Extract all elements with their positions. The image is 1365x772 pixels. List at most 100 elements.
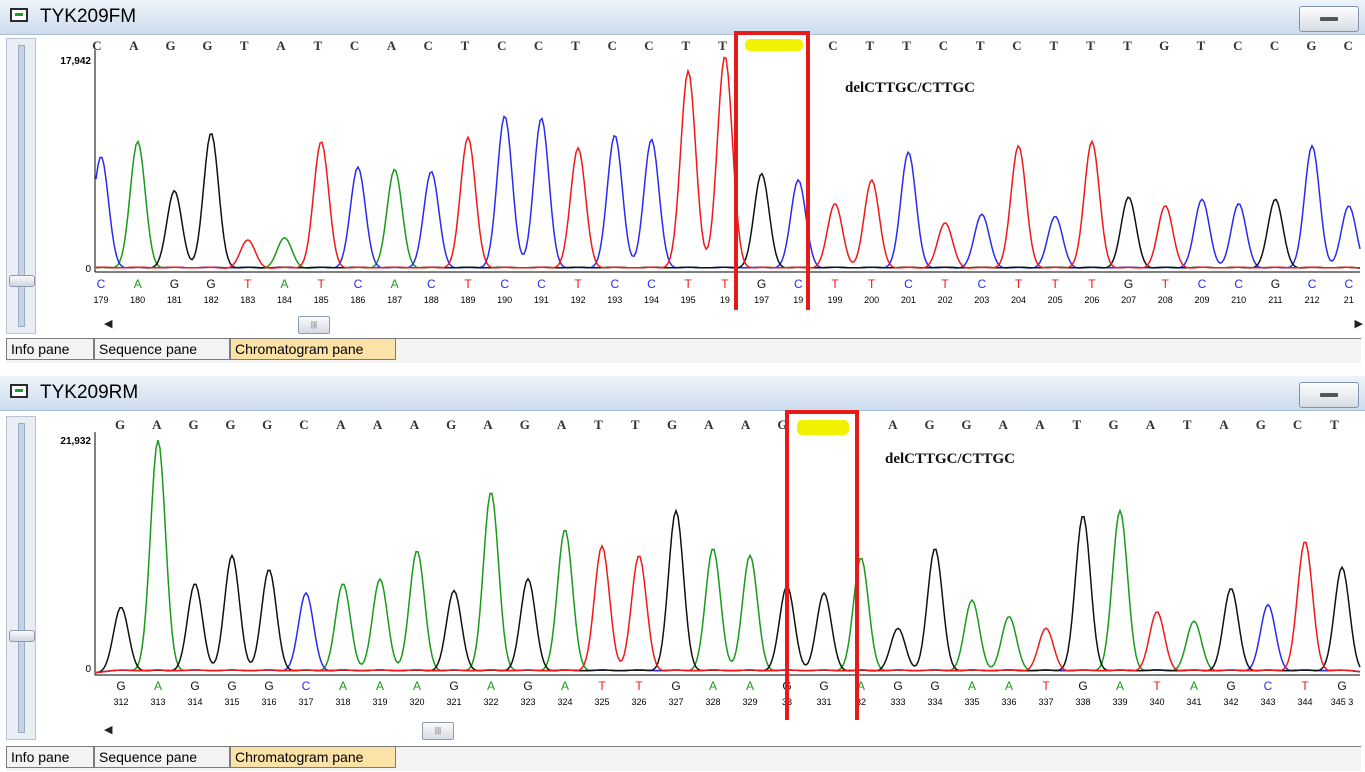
top-sequence-base: C xyxy=(1344,38,1353,53)
deletion-annotation: delCTTGC/CTTGC xyxy=(845,80,975,96)
window-title: TYK209RM xyxy=(40,382,139,403)
top-sequence-base: G xyxy=(1306,38,1316,53)
tab-sequence-pane[interactable]: Sequence pane xyxy=(94,339,230,360)
top-sequence-base: A xyxy=(373,417,383,432)
base-position: 209 xyxy=(1194,295,1209,305)
deletion-annotation: delCTTGC/CTTGC xyxy=(885,451,1015,467)
arrow-left-icon[interactable]: ◀ xyxy=(104,318,113,330)
base-call: T xyxy=(1015,277,1023,291)
base-call: T xyxy=(831,277,839,291)
base-call: A xyxy=(709,679,717,693)
top-sequence-base: T xyxy=(1197,38,1206,53)
slider-track xyxy=(18,45,25,327)
base-call: G xyxy=(1271,277,1280,291)
trace-t xyxy=(95,56,1361,269)
slider-thumb[interactable] xyxy=(9,275,35,287)
base-position: 313 xyxy=(150,697,165,707)
scroll-thumb[interactable]: ||| xyxy=(298,316,330,334)
arrow-left-icon[interactable]: ◀ xyxy=(104,724,113,736)
base-call: G xyxy=(1124,277,1133,291)
base-call: T xyxy=(1162,277,1170,291)
base-position: 345 3 xyxy=(1331,697,1354,707)
base-position: 319 xyxy=(372,697,387,707)
base-position: 21 xyxy=(1344,295,1354,305)
base-position: 342 xyxy=(1223,697,1238,707)
top-sequence-base: A xyxy=(336,417,346,432)
tab-sequence-pane[interactable]: Sequence pane xyxy=(94,747,230,768)
base-position: 327 xyxy=(668,697,683,707)
base-position: 19 xyxy=(793,295,803,305)
base-call: C xyxy=(427,277,436,291)
base-call: G xyxy=(1337,679,1346,693)
slider-thumb[interactable] xyxy=(9,630,35,642)
chromatogram-plot[interactable]: 21,932 0 G A G G G C A A A G A G A T T G A A G A G G A A T G A T A G C T G… xyxy=(0,376,1365,720)
base-call: A xyxy=(391,277,399,291)
minimize-button[interactable] xyxy=(1299,6,1359,32)
base-position: 322 xyxy=(483,697,498,707)
top-sequence-base: C xyxy=(424,38,433,53)
base-position: 181 xyxy=(167,295,182,305)
tab-chromatogram-pane[interactable]: Chromatogram pane xyxy=(230,747,396,768)
window-title: TYK209FM xyxy=(40,6,137,27)
base-call: T xyxy=(941,277,949,291)
top-sequence-base: T xyxy=(902,38,911,53)
vertical-zoom-slider[interactable] xyxy=(6,416,36,740)
top-sequence-base: G xyxy=(166,38,176,53)
base-position: 189 xyxy=(460,295,475,305)
horizontal-scrollbar[interactable]: ◀ ||| xyxy=(96,720,1365,742)
base-call: G xyxy=(449,679,458,693)
scroll-thumb[interactable]: ||| xyxy=(422,722,454,740)
base-position: 323 xyxy=(520,697,535,707)
grip-icon: ||| xyxy=(310,320,318,329)
top-sequence-base: T xyxy=(718,38,727,53)
base-call: C xyxy=(904,277,913,291)
base-call: A xyxy=(561,679,569,693)
base-position: 329 xyxy=(742,697,757,707)
base-position: 19 xyxy=(720,295,730,305)
top-sequence-base: T xyxy=(313,38,322,53)
base-position: 211 xyxy=(1268,295,1282,305)
base-call: G xyxy=(264,679,273,693)
base-call: C xyxy=(610,277,619,291)
top-sequence-base: A xyxy=(129,38,139,53)
base-position: 325 xyxy=(594,697,609,707)
base-position: 191 xyxy=(534,295,549,305)
deletion-box xyxy=(785,410,859,720)
base-position: 187 xyxy=(387,295,402,305)
trace-c xyxy=(95,115,1361,269)
tab-info-pane[interactable]: Info pane xyxy=(6,339,94,360)
base-call: G xyxy=(819,679,828,693)
trace-g xyxy=(95,508,1361,674)
base-position: 32 xyxy=(856,697,866,707)
base-call: A xyxy=(413,679,421,693)
arrow-right-icon[interactable]: ▶ xyxy=(1354,318,1363,330)
base-call: T xyxy=(868,277,876,291)
top-sequence-base: A xyxy=(387,38,397,53)
top-sequence-base: A xyxy=(410,417,420,432)
base-call: A xyxy=(339,679,347,693)
horizontal-scrollbar[interactable]: ◀ ||| ▶ xyxy=(96,314,1365,336)
base-position: 333 xyxy=(890,697,905,707)
chromatogram-plot[interactable]: 17,942 0 C A G G T A T C A C T C C T C C T T C T T C T C T T T G T C C G C… xyxy=(0,0,1365,310)
base-call: C xyxy=(1264,679,1273,693)
minimize-button[interactable] xyxy=(1299,382,1359,408)
base-call: T xyxy=(1042,679,1050,693)
top-sequence-base: T xyxy=(1086,38,1095,53)
base-position: 321 xyxy=(446,697,461,707)
window-icon xyxy=(10,384,28,398)
base-call: G xyxy=(206,277,215,291)
panel-divider xyxy=(0,366,1365,376)
top-sequence-base: A xyxy=(888,417,898,432)
top-sequence-base: T xyxy=(594,417,603,432)
vertical-zoom-slider[interactable] xyxy=(6,38,36,334)
base-position: 314 xyxy=(187,697,202,707)
chromatogram-window-reverse: TYK209RM 21,932 0 G A G G G C A A A G A G A T T G A A G A G G A A… xyxy=(0,376,1365,772)
base-position: 202 xyxy=(938,295,953,305)
top-sequence-base: T xyxy=(976,38,985,53)
top-sequence-base: T xyxy=(571,38,580,53)
top-sequence-base: T xyxy=(1123,38,1132,53)
base-position: 180 xyxy=(130,295,145,305)
tab-chromatogram-pane[interactable]: Chromatogram pane xyxy=(230,339,396,360)
tab-info-pane[interactable]: Info pane xyxy=(6,747,94,768)
base-position: 197 xyxy=(754,295,769,305)
